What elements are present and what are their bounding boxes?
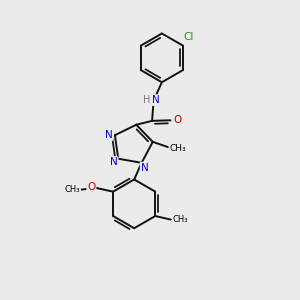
Text: N: N	[104, 130, 112, 140]
Text: O: O	[87, 182, 95, 193]
Text: H: H	[143, 95, 151, 105]
Text: CH₃: CH₃	[172, 215, 188, 224]
Text: Cl: Cl	[183, 32, 194, 42]
Text: CH₃: CH₃	[64, 185, 80, 194]
Text: CH₃: CH₃	[169, 144, 186, 153]
Text: N: N	[110, 157, 118, 167]
Text: O: O	[173, 115, 181, 125]
Text: N: N	[152, 95, 160, 105]
Text: N: N	[141, 163, 148, 172]
